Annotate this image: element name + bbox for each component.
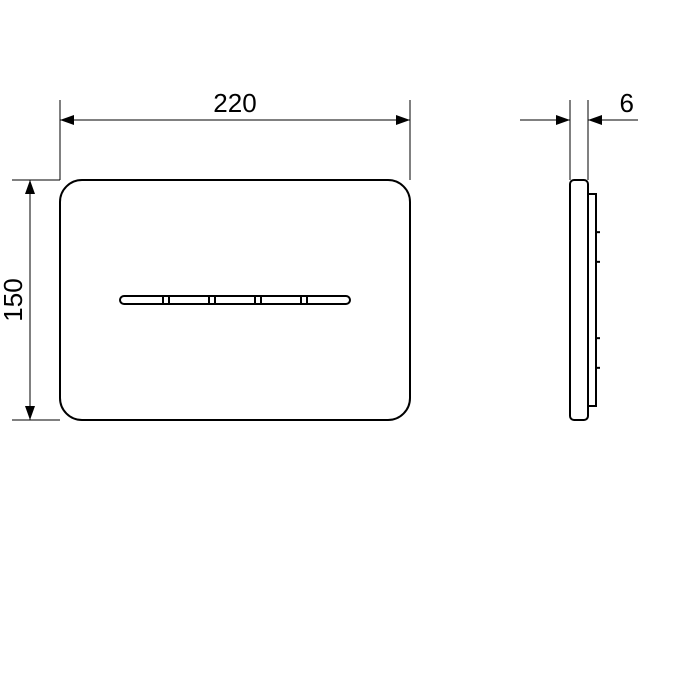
dim-width-value: 220 xyxy=(213,88,256,118)
dimension-width: 220 xyxy=(60,88,410,180)
dim-thickness-value: 6 xyxy=(620,88,634,118)
dim-height-value: 150 xyxy=(0,278,28,321)
front-view xyxy=(60,180,410,420)
dimension-height: 150 xyxy=(0,180,60,420)
dimension-thickness: 6 xyxy=(520,88,638,180)
side-view xyxy=(570,180,600,420)
